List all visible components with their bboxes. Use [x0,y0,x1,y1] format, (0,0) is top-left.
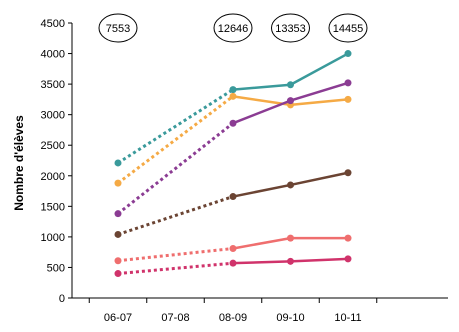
total-bubble [98,13,138,43]
total-bubble [271,13,310,43]
series-2 [114,92,352,187]
data-point [229,259,237,267]
data-point [114,210,122,218]
data-point [229,245,237,252]
series-line-dashed [117,88,234,165]
series-line [289,257,350,263]
series-6 [114,255,352,278]
series-line-dashed [117,247,234,263]
series-line [231,83,292,91]
x-tick-label: 06-07 [104,312,132,324]
y-tick-label: 3500 [41,79,65,91]
total-label: 14455 [333,23,364,35]
series-1 [114,50,352,167]
series-line [289,98,350,107]
series-line-dashed [117,261,234,276]
y-axis-label: Nombre d'élèves [12,115,26,211]
total-label: 12646 [218,23,249,35]
data-point [344,234,352,242]
series-5 [114,234,352,265]
data-point [287,257,294,265]
series-line [289,81,350,102]
data-point [229,92,237,100]
data-point [344,79,352,87]
y-tick-label: 3000 [41,110,65,122]
series-line [231,99,292,125]
x-tick-label: 08-09 [219,312,247,324]
series-line [289,171,350,187]
y-tick-label: 0 [59,293,65,305]
data-point [287,97,294,105]
data-point [344,169,352,177]
data-point [229,86,237,94]
data-point [287,81,294,89]
total-label: 7553 [106,23,130,35]
axes-layer: 0 500 1000 1500 2000 2500 3000 3500 4000 4500 06-0… [41,18,448,324]
data-point [287,181,294,189]
y-tick-label: 2500 [41,140,65,152]
series-line [231,183,292,198]
x-tick-label: 10-11 [334,312,361,324]
data-point [229,193,237,201]
data-point [287,234,294,242]
series-line [231,260,292,265]
data-point [344,95,352,103]
data-point [344,255,352,263]
series-line-dashed [117,122,234,215]
data-point [114,159,122,167]
data-point [344,50,352,58]
y-tick-label: 4500 [41,18,65,30]
series-layer [114,50,352,278]
series-line-dashed [117,195,234,236]
y-tick-label: 500 [47,262,65,274]
series-line [289,52,350,86]
total-bubble [213,13,253,43]
series-line-dashed [117,95,234,185]
y-tick-label: 1500 [41,201,65,213]
data-point [229,119,237,127]
series-3 [114,79,352,218]
y-tick-label: 1000 [41,232,65,244]
data-point [114,179,122,187]
data-point [114,230,122,238]
series-line [231,236,292,250]
total-bubble [328,13,368,43]
y-tick-label: 4000 [41,49,65,61]
data-point [114,257,122,265]
totals-layer: 7553 12646 13353 14455 [98,13,368,43]
x-tick-label: 09-10 [276,312,304,324]
total-label: 13353 [275,23,306,35]
x-tick-label: 07-08 [161,312,189,324]
y-tick-label: 2000 [41,171,65,183]
series-4 [114,169,352,238]
data-point [114,270,122,278]
